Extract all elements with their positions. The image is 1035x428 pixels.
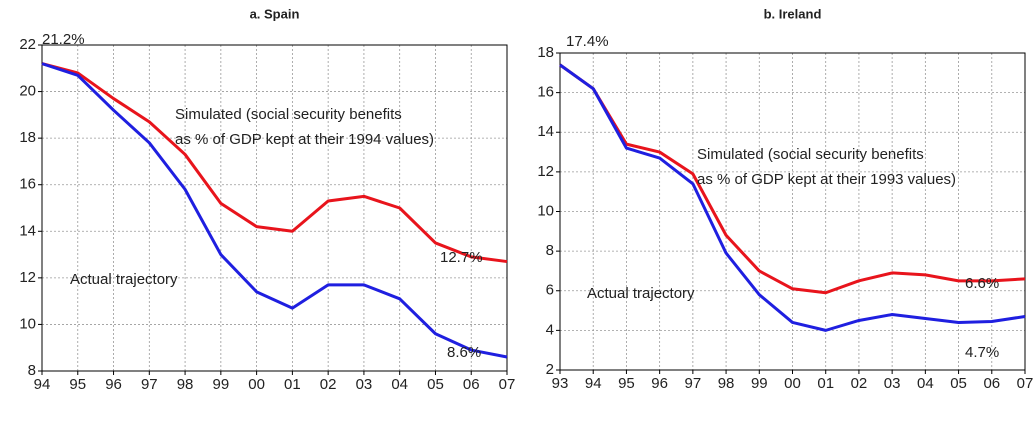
y-tick-label: 14 [19,222,36,239]
chart-title: b. Ireland [764,6,822,21]
y-tick-label: 16 [19,176,36,193]
x-tick-label: 95 [618,375,635,392]
x-tick-label: 05 [427,376,444,393]
x-tick-label: 02 [851,375,868,392]
annotation: 12.7% [440,249,483,266]
x-tick-label: 97 [141,376,158,393]
x-tick-label: 99 [213,376,230,393]
y-tick-label: 4 [546,321,554,338]
annotation: 21.2% [42,31,85,48]
x-tick-label: 98 [177,376,194,393]
y-tick-label: 22 [19,36,36,53]
x-tick-label: 01 [817,375,834,392]
x-tick-label: 96 [651,375,668,392]
x-tick-label: 03 [884,375,901,392]
y-tick-label: 10 [19,315,36,332]
y-tick-label: 12 [537,163,554,180]
x-tick-label: 95 [69,376,86,393]
x-tick-label: 00 [248,376,265,393]
annotation: Actual trajectory [70,271,178,288]
x-tick-label: 07 [499,376,516,393]
chart-title: a. Spain [250,6,300,21]
x-tick-label: 02 [320,376,337,393]
annotation: Simulated (social security benefits [175,106,402,123]
x-tick-label: 06 [983,375,1000,392]
annotation: as % of GDP kept at their 1994 values) [175,131,434,148]
series-line [559,63,1026,332]
y-tick-label: 12 [19,269,36,286]
x-tick-label: 04 [391,376,408,393]
y-tick-label: 10 [537,202,554,219]
y-tick-label: 6 [546,282,554,299]
annotation: 8.6% [447,344,481,361]
x-tick-label: 97 [685,375,702,392]
x-tick-label: 04 [917,375,934,392]
x-tick-label: 96 [105,376,122,393]
annotation: Simulated (social security benefits [697,146,924,163]
y-tick-label: 14 [537,123,554,140]
y-tick-label: 8 [28,362,36,379]
y-tick-label: 18 [19,129,36,146]
x-tick-label: 98 [718,375,735,392]
annotation: as % of GDP kept at their 1993 values) [697,171,956,188]
y-tick-label: 2 [546,361,554,378]
x-tick-label: 03 [356,376,373,393]
series-line [41,62,508,264]
y-tick-label: 18 [537,44,554,61]
x-tick-label: 94 [585,375,602,392]
series-line [41,62,508,359]
x-tick-label: 01 [284,376,301,393]
plot-frame [559,52,1026,371]
plot-frame [41,44,508,372]
x-tick-label: 99 [751,375,768,392]
annotation: 4.7% [965,344,999,361]
annotation: Actual trajectory [587,285,695,302]
y-tick-label: 8 [546,242,554,259]
series-line [559,63,1026,295]
x-tick-label: 07 [1017,375,1034,392]
x-tick-label: 00 [784,375,801,392]
x-tick-label: 05 [950,375,967,392]
x-tick-label: 93 [552,375,569,392]
y-tick-label: 16 [537,84,554,101]
annotation: 17.4% [566,33,609,50]
x-tick-label: 94 [34,376,51,393]
annotation: 6.6% [965,275,999,292]
y-tick-label: 20 [19,83,36,100]
x-tick-label: 06 [463,376,480,393]
